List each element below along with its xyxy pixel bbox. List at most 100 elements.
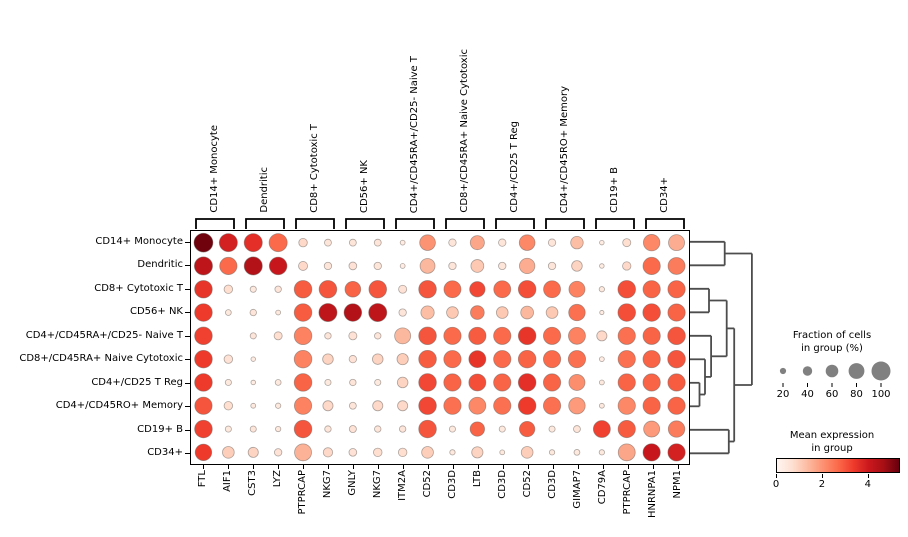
dot [642,443,661,462]
dot [468,373,487,392]
gene-label: NKG7 [371,470,383,499]
dot [275,425,282,433]
dot [519,257,536,275]
dot-matrix [193,232,686,462]
dot [517,326,537,346]
dot [599,310,605,316]
dot [374,332,382,340]
x-tick [327,465,329,469]
colorbar-tick-value: 4 [864,479,872,490]
size-legend-title: Fraction of cells in group (%) [752,329,908,355]
gene-label: ITM2A [396,470,408,501]
dot [249,332,257,340]
dot [568,397,586,415]
dot [667,257,686,275]
dot [224,425,232,433]
dot [418,280,437,299]
dot [470,305,485,320]
dot [293,280,313,299]
dot [568,326,586,345]
dot [599,379,605,386]
dot [222,446,235,459]
dot [273,331,283,341]
dot [318,280,338,299]
dot [469,421,485,437]
dot [421,446,434,459]
gene-label: AIF1 [221,470,233,492]
dot [542,396,562,415]
gene-label: PTPRCAP [621,470,633,515]
group-label: CD56+ NK [359,159,370,213]
dot [443,373,462,392]
dot [517,396,537,415]
gene-label: NKG7 [321,470,333,499]
dot [293,326,313,346]
dot [194,373,213,392]
dot [517,349,537,369]
dot [642,396,661,415]
dot [194,303,213,322]
y-tick [185,288,190,290]
dot [225,309,232,316]
dot [348,355,357,364]
row-label: CD8+/CD45RA+ Naive Cytotoxic [19,353,183,365]
dot [469,235,485,251]
dot [542,350,562,369]
dot [223,354,234,364]
dot [293,303,313,322]
y-tick [185,265,190,267]
dot [599,356,605,362]
dot [667,373,686,392]
x-tick [627,465,629,469]
row-label: CD14+ Monocyte [95,235,183,247]
row-label: CD4+/CD45RA+/CD25- Naive T [25,329,183,341]
dot [399,263,406,269]
dot [394,327,412,345]
x-tick [452,465,454,469]
dot [448,425,456,433]
group-bracket [595,218,635,229]
dot [298,261,308,271]
dot [443,326,462,345]
gene-label: CST3 [246,470,258,496]
dot [617,373,636,392]
color-legend-title: Mean expression in group [752,429,908,455]
group-label: Dendritic [259,167,270,213]
y-tick [185,359,190,361]
gene-label: LYZ [271,470,283,488]
dot [667,443,686,462]
dot [470,259,485,273]
dot [419,258,436,274]
gene-label: FTL [196,470,208,488]
dot [348,331,358,341]
dot [568,303,586,322]
x-tick [202,465,204,469]
dot [446,306,459,319]
dot [617,396,636,415]
dot [193,256,213,276]
size-legend-value: 100 [871,389,891,400]
dot [617,420,636,439]
row-label: CD4+/CD25 T Reg [91,376,183,388]
dot [418,326,437,346]
dot [448,238,457,247]
dot [493,373,512,392]
dot [443,350,462,369]
dot [519,420,536,438]
dot [642,373,661,392]
dot [293,349,313,369]
dot [493,396,512,415]
dot [223,401,234,411]
dot [243,233,263,253]
dot [250,402,257,409]
dot [396,353,409,366]
x-tick [352,465,354,469]
dot [218,233,238,253]
dot [598,286,605,293]
dot [224,378,232,386]
y-tick [185,453,190,455]
dot [374,378,382,386]
dot [520,446,534,459]
colorbar-tick [776,474,777,478]
x-tick [502,465,504,469]
